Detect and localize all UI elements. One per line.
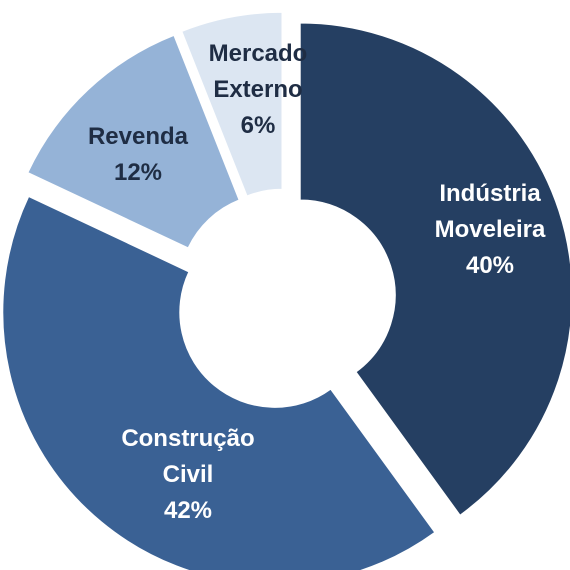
- category-label: Mercado Externo: [208, 40, 308, 103]
- value-label: 6%: [240, 112, 276, 139]
- slice-label: Mercado Externo 6%: [178, 36, 338, 144]
- category-label: Revenda: [87, 123, 189, 150]
- slice-label: Indústria Moveleira 40%: [410, 176, 570, 284]
- value-label: 42%: [163, 497, 213, 524]
- slice: [181, 11, 283, 197]
- slice-label: Construção Civil 42%: [108, 421, 268, 529]
- slice-label: Revenda 12%: [58, 119, 218, 191]
- value-label: 12%: [113, 159, 163, 186]
- slice: [2, 195, 436, 570]
- slice: [299, 22, 570, 516]
- category-label: Construção Civil: [121, 425, 255, 488]
- value-label: 40%: [465, 252, 515, 279]
- category-label: Indústria Moveleira: [434, 180, 546, 243]
- slice: [27, 34, 240, 249]
